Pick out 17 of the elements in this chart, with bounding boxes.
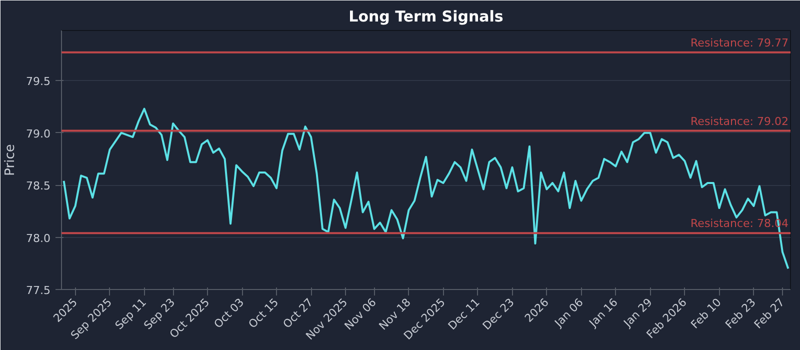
- x-tick-label: Oct 15: [246, 296, 282, 331]
- y-tick-label: 78.0: [26, 232, 51, 245]
- x-tick-label: Feb 10: [688, 296, 724, 332]
- chart-title: Long Term Signals: [348, 8, 504, 26]
- y-tick-label: 78.5: [26, 180, 51, 193]
- x-tick-label: Jan 06: [552, 296, 586, 330]
- ref-line-label: Resistance: 79.77: [690, 36, 788, 50]
- x-tick-label: Jan 16: [586, 296, 620, 330]
- x-tick-label: Dec 11: [446, 296, 482, 333]
- x-tick-label: Oct 03: [212, 296, 247, 331]
- ref-line-label: Resistance: 79.02: [690, 114, 788, 128]
- y-tick-label: 77.5: [26, 284, 51, 297]
- y-axis-title: Price: [3, 144, 18, 176]
- y-tick-label: 79.0: [26, 127, 51, 140]
- x-tick-label: Dec 23: [480, 296, 517, 333]
- y-tick-label: 79.5: [26, 75, 51, 88]
- line-series: [62, 108, 790, 270]
